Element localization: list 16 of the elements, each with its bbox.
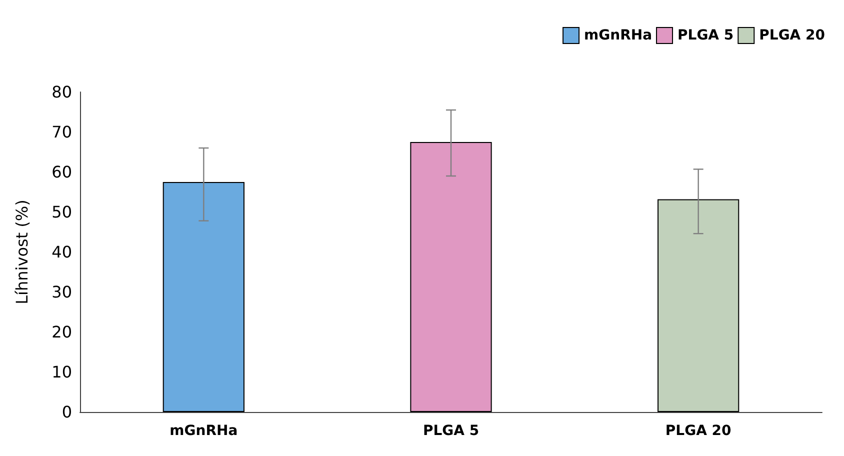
y-tick-label: 0	[62, 402, 72, 422]
legend-label: mGnRHa	[584, 28, 652, 44]
y-tick-label: 10	[52, 362, 72, 382]
y-tick-label: 30	[52, 282, 72, 302]
y-tick-label: 70	[52, 122, 72, 142]
y-tick-label: 40	[52, 242, 72, 262]
y-axis-title: Líhnivost (%)	[12, 200, 32, 304]
legend-label: PLGA 20	[759, 28, 826, 44]
y-tick-label: 50	[52, 202, 72, 222]
y-tick-label: 60	[52, 162, 72, 182]
x-tick-label: mGnRHa	[170, 423, 238, 439]
y-tick-label: 20	[52, 322, 72, 342]
x-tick-label: PLGA 20	[665, 423, 732, 439]
x-tick-label: PLGA 5	[422, 423, 480, 439]
legend-label: PLGA 5	[678, 28, 734, 44]
y-tick-label: 80	[52, 82, 72, 102]
